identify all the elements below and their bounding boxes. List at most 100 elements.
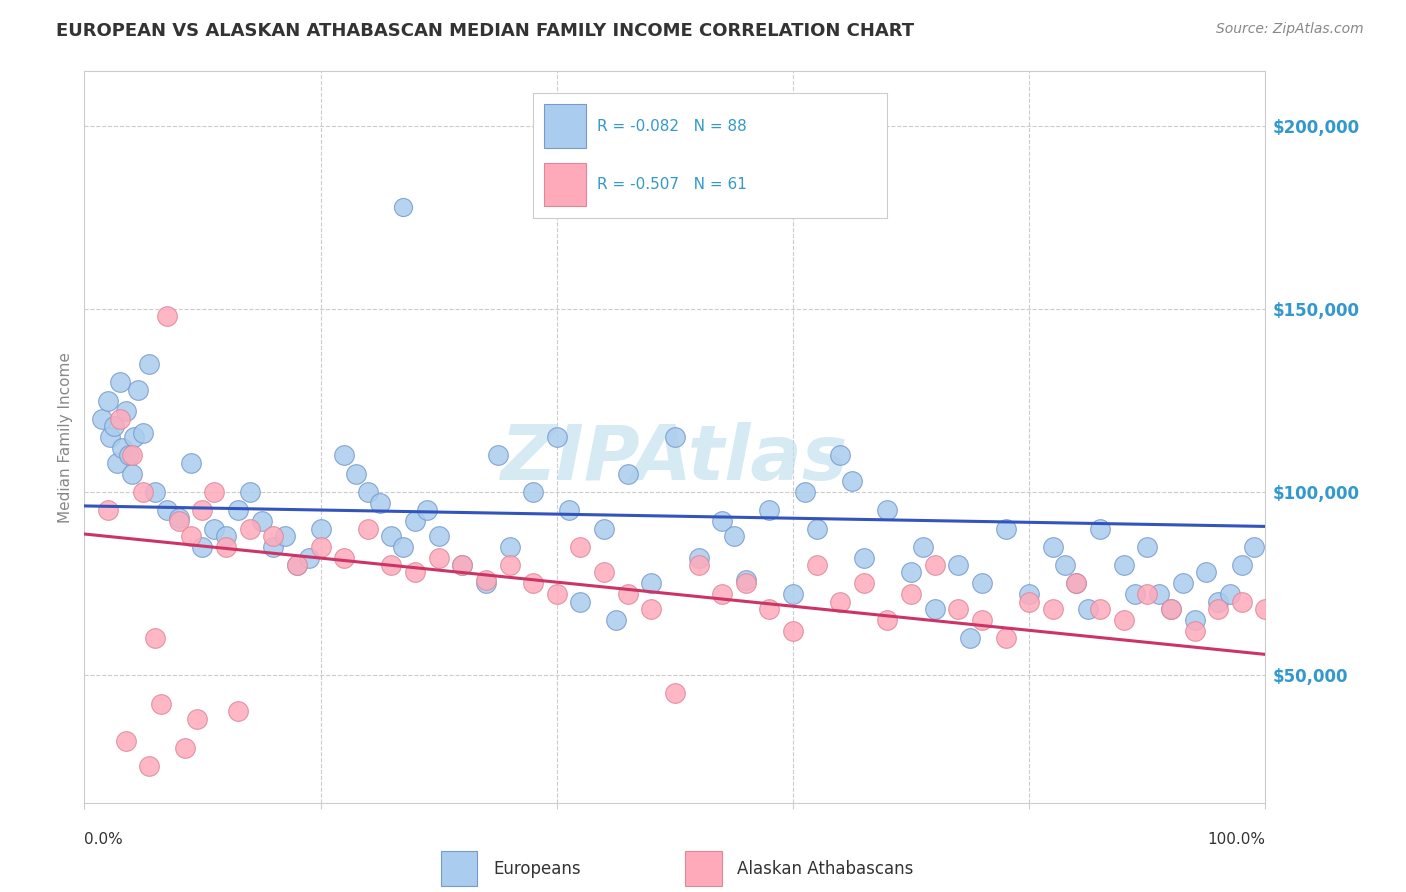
Point [900, 587, 922, 601]
Point [616, 467, 638, 481]
Point [1171, 576, 1194, 591]
Point [924, 602, 946, 616]
Point [97, 393, 120, 408]
Point [1230, 594, 1253, 608]
Point [122, 430, 145, 444]
Text: ZIPAtlas: ZIPAtlas [501, 422, 849, 496]
Point [1254, 602, 1277, 616]
Point [498, 558, 520, 573]
Point [427, 550, 450, 565]
Point [114, 733, 136, 747]
Point [368, 496, 391, 510]
Point [557, 503, 579, 517]
Point [173, 740, 195, 755]
Point [1136, 587, 1159, 601]
Point [1243, 540, 1265, 554]
Point [215, 529, 238, 543]
Point [734, 573, 756, 587]
Point [758, 503, 780, 517]
Point [640, 576, 662, 591]
Point [711, 514, 734, 528]
Y-axis label: Median Family Income: Median Family Income [58, 351, 73, 523]
Point [392, 200, 415, 214]
Point [191, 540, 214, 554]
Point [121, 467, 143, 481]
Point [1195, 566, 1218, 580]
Point [948, 602, 970, 616]
Point [127, 383, 149, 397]
Point [132, 484, 155, 499]
Point [111, 441, 134, 455]
Point [427, 529, 450, 543]
Point [226, 705, 249, 719]
Point [309, 521, 332, 535]
Point [734, 576, 756, 591]
Point [392, 540, 415, 554]
Point [416, 503, 439, 517]
Point [1125, 587, 1147, 601]
Point [167, 514, 190, 528]
Point [1219, 587, 1241, 601]
Point [380, 529, 402, 543]
Point [262, 540, 284, 554]
Point [380, 558, 402, 573]
Point [107, 456, 129, 470]
Point [876, 503, 898, 517]
Point [344, 467, 367, 481]
Point [486, 448, 509, 462]
Point [132, 426, 155, 441]
Point [1160, 602, 1182, 616]
Point [138, 759, 160, 773]
Point [1136, 540, 1159, 554]
Point [143, 484, 166, 499]
Text: EUROPEAN VS ALASKAN ATHABASCAN MEDIAN FAMILY INCOME CORRELATION CHART: EUROPEAN VS ALASKAN ATHABASCAN MEDIAN FA… [56, 22, 914, 40]
Point [108, 411, 131, 425]
Point [852, 576, 875, 591]
Point [451, 558, 474, 573]
Point [994, 521, 1017, 535]
Point [605, 613, 627, 627]
Point [333, 448, 356, 462]
Text: 0.0%: 0.0% [84, 832, 124, 847]
Point [451, 558, 474, 573]
Point [202, 521, 225, 535]
Text: Source: ZipAtlas.com: Source: ZipAtlas.com [1216, 22, 1364, 37]
Point [723, 529, 745, 543]
Point [852, 550, 875, 565]
Point [970, 576, 993, 591]
Point [569, 594, 592, 608]
Point [1018, 587, 1040, 601]
Text: 100.0%: 100.0% [1208, 832, 1265, 847]
Point [948, 558, 970, 573]
Point [830, 594, 852, 608]
Point [1112, 613, 1135, 627]
Point [782, 587, 804, 601]
Point [841, 474, 863, 488]
Point [959, 632, 981, 646]
Point [180, 529, 202, 543]
Point [806, 558, 828, 573]
Point [215, 540, 238, 554]
Point [806, 521, 828, 535]
Point [1112, 558, 1135, 573]
Point [758, 602, 780, 616]
Point [522, 484, 544, 499]
Point [569, 540, 592, 554]
Point [1160, 602, 1182, 616]
Point [202, 484, 225, 499]
Point [250, 514, 273, 528]
Point [1088, 602, 1111, 616]
Point [1042, 540, 1064, 554]
Point [239, 484, 262, 499]
Point [900, 566, 922, 580]
Point [226, 503, 249, 517]
Point [357, 484, 380, 499]
Point [711, 587, 734, 601]
Point [793, 484, 815, 499]
Point [1147, 587, 1170, 601]
Point [118, 448, 141, 462]
Point [357, 521, 380, 535]
Point [156, 503, 179, 517]
Point [1184, 624, 1206, 638]
Point [274, 529, 297, 543]
